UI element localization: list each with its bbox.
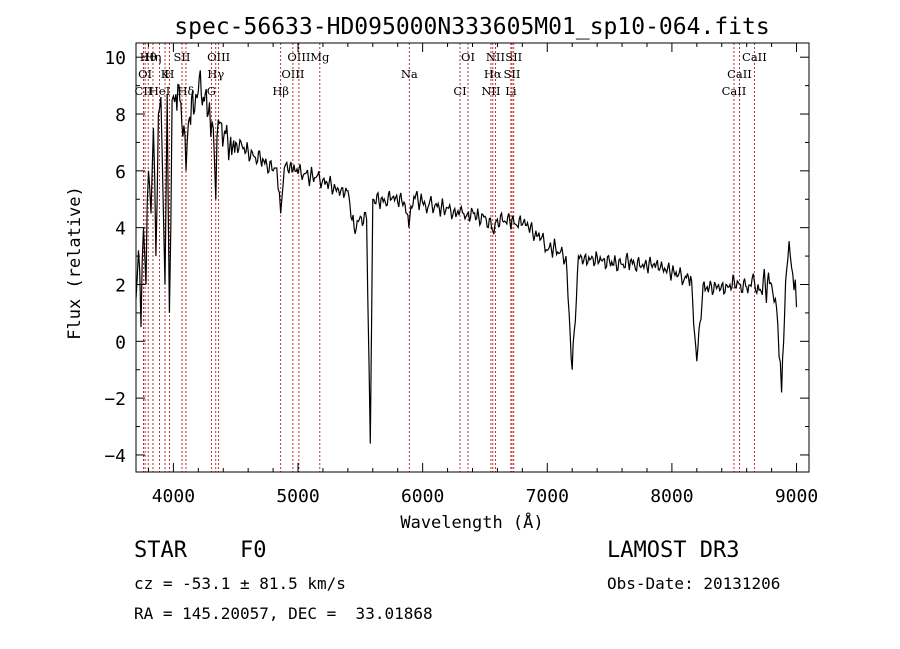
line-marker-label: Hβ [272, 84, 289, 98]
observation-date: Obs-Date: 20131206 [607, 574, 781, 593]
x-tick-label: 8000 [650, 486, 693, 507]
y-axis-label: Flux (relative) [65, 186, 85, 340]
line-marker-label: OIII [207, 50, 230, 64]
y-tick-label: 10 [104, 48, 126, 69]
x-tick-label: 5000 [276, 486, 319, 507]
line-marker-label: SII [174, 50, 191, 64]
coordinates: RA = 145.20057, DEC = 33.01868 [134, 604, 433, 623]
line-marker-label: OI [138, 67, 152, 81]
line-marker-label: CaII [722, 84, 747, 98]
line-marker-label: K [161, 67, 170, 81]
plot-frame [135, 42, 810, 473]
redshift-cz: cz = -53.1 ± 81.5 km/s [134, 574, 346, 593]
line-marker-label: Hδ [177, 84, 194, 98]
x-tick-label: 4000 [152, 486, 195, 507]
line-marker-label: OIII [287, 50, 310, 64]
line-marker-label: G [207, 84, 216, 98]
line-marker-label: NII [486, 50, 505, 64]
line-marker-label: Hα [484, 67, 502, 81]
chart-title: spec-56633-HD095000N333605M01_sp10-064.f… [174, 14, 769, 40]
line-marker-label: CaII [742, 50, 767, 64]
y-tick-label: 2 [115, 275, 126, 296]
y-tick-label: 8 [115, 105, 126, 126]
line-markers [143, 43, 755, 472]
x-axis-label: Wavelength (Å) [400, 511, 543, 533]
survey-name: LAMOST DR3 [607, 538, 740, 563]
y-axis-ticks: −4 −2 0 2 4 6 8 10 [104, 48, 809, 467]
marker-labels: HθOICIIHηKHeISIIHHδOIIIHγGOIIIOIIIHβMgNa… [135, 50, 767, 98]
y-tick-label: −2 [104, 389, 126, 410]
line-marker-label: CII [135, 84, 153, 98]
line-marker-label: OIII [281, 67, 304, 81]
x-tick-label: 7000 [526, 486, 569, 507]
line-marker-label: CaII [727, 67, 752, 81]
line-marker-label: Li [505, 84, 517, 98]
y-tick-label: −4 [104, 446, 126, 467]
y-tick-label: 6 [115, 162, 126, 183]
x-tick-label: 9000 [775, 486, 818, 507]
line-marker-label: SII [505, 50, 522, 64]
spectrum-line [135, 70, 798, 444]
line-marker-label: CI [453, 84, 466, 98]
x-tick-label: 6000 [401, 486, 444, 507]
line-marker-label: OI [461, 50, 475, 64]
line-marker-label: Hθ [140, 50, 157, 64]
line-marker-label: H [164, 67, 174, 81]
line-marker-label: Hγ [207, 67, 224, 81]
line-marker-label: SII [504, 67, 521, 81]
line-marker-label: Mg [310, 50, 330, 64]
line-marker-label: NII [481, 84, 500, 98]
y-tick-label: 4 [115, 219, 126, 240]
object-subclass: F0 [240, 538, 267, 563]
x-axis-ticks: 4000 5000 6000 7000 8000 9000 [147, 43, 818, 507]
line-marker-label: Na [401, 67, 418, 81]
object-class: STAR [134, 538, 187, 563]
y-tick-label: 0 [115, 332, 126, 353]
line-marker-label: HeI [149, 84, 170, 98]
line-marker-label: Hη [144, 50, 161, 64]
